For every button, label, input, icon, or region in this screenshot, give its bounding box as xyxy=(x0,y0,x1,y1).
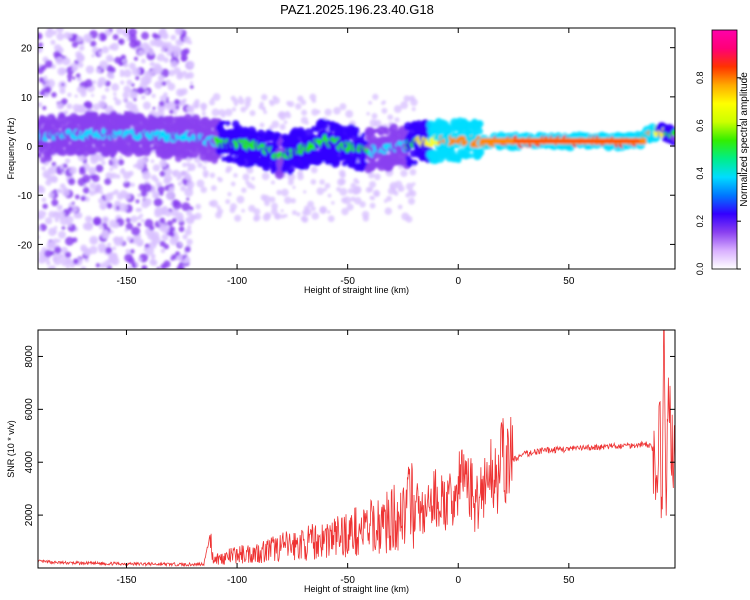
bottom-y-tick-label: 4000 xyxy=(24,451,35,474)
top-x-axis-label: Height of straight line (km) xyxy=(304,285,409,295)
bottom-x-tick-label: 0 xyxy=(455,575,461,586)
top-y-tick-label: 0 xyxy=(26,142,32,153)
top-x-tick-label: 50 xyxy=(563,276,575,287)
bottom-y-tick-label: 6000 xyxy=(24,398,35,421)
colorbar xyxy=(711,29,738,270)
top-y-tick-label: -20 xyxy=(18,240,33,251)
top-x-tick-label: -150 xyxy=(116,276,136,287)
bottom-x-tick-label: -150 xyxy=(116,575,136,586)
figure-title: PAZ1.2025.196.23.40.G18 xyxy=(280,2,434,17)
top-x-tick-label: -100 xyxy=(227,276,247,287)
bottom-x-tick-label: -100 xyxy=(227,575,247,586)
top-axes-frame xyxy=(37,27,676,270)
bottom-axes-frame xyxy=(37,329,676,569)
top-x-tick-label: -50 xyxy=(340,276,355,287)
bottom-x-tick-label: -50 xyxy=(340,575,355,586)
snr-chart: -150 -100 -50 0 50 2000 4000 6000 8000 Height of … xyxy=(6,329,676,594)
bottom-y-axis-label: SNR (10 * v/v) xyxy=(6,420,16,478)
top-y-axis-label: Frequency (Hz) xyxy=(6,117,16,179)
colorbar-label: Normalized spectral amplitude xyxy=(739,72,750,207)
top-x-tick-label: 0 xyxy=(455,276,461,287)
bottom-x-tick-label: 50 xyxy=(563,575,575,586)
colorbar-tick-label: 0.2 xyxy=(695,215,705,228)
colorbar-tick-label: 0.6 xyxy=(695,119,705,132)
colorbar-tick-label: 0.4 xyxy=(695,167,705,180)
snr-series-line xyxy=(38,330,675,568)
spectral-blobs xyxy=(38,28,675,269)
colorbar-tick-label: 0.8 xyxy=(695,72,705,85)
bottom-y-tick-label: 2000 xyxy=(24,504,35,527)
top-y-tick-label: -10 xyxy=(18,191,33,202)
bottom-x-axis-label: Height of straight line (km) xyxy=(304,584,409,594)
bottom-y-tick-label: 8000 xyxy=(24,345,35,368)
colorbar-tick-label: 0.0 xyxy=(695,263,705,276)
top-y-tick-label: 10 xyxy=(21,93,33,104)
top-y-tick-label: 20 xyxy=(21,44,33,55)
